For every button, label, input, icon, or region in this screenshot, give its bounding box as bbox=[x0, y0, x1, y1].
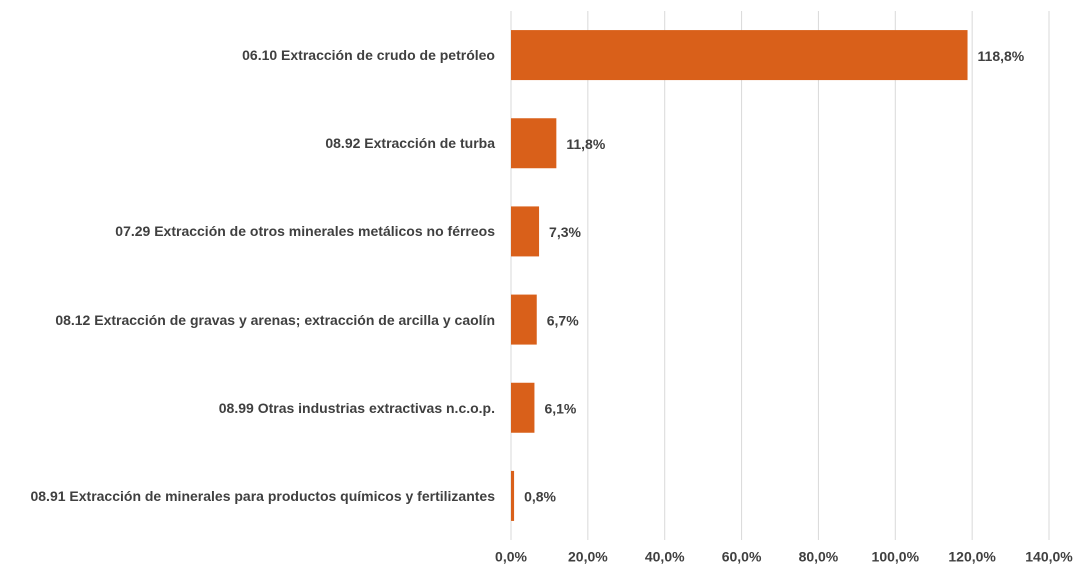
data-label: 6,1% bbox=[544, 400, 576, 416]
bar bbox=[511, 294, 537, 345]
category-label-box: 08.92 Extracción de turba bbox=[0, 133, 495, 153]
category-label-box: 07.29 Extracción de otros minerales metá… bbox=[0, 221, 495, 241]
x-tick-label: 80,0% bbox=[799, 549, 839, 565]
y-tick-label: 06.10 Extracción de crudo de petróleo bbox=[242, 47, 495, 64]
bar bbox=[511, 30, 968, 81]
data-label: 7,3% bbox=[549, 224, 581, 240]
category-label-box: 08.12 Extracción de gravas y arenas; ext… bbox=[0, 310, 495, 330]
bar bbox=[511, 470, 515, 521]
bar bbox=[511, 382, 535, 433]
data-label: 11,8% bbox=[566, 136, 605, 152]
y-tick-label: 07.29 Extracción de otros minerales metá… bbox=[115, 223, 495, 240]
data-label: 6,7% bbox=[547, 312, 579, 328]
category-label-box: 08.99 Otras industrias extractivas n.c.o… bbox=[0, 398, 495, 418]
x-tick-label: 60,0% bbox=[722, 549, 762, 565]
x-tick-label: 140,0% bbox=[1025, 549, 1073, 565]
data-label: 0,8% bbox=[524, 489, 556, 505]
bar bbox=[511, 118, 557, 169]
y-tick-label: 08.12 Extracción de gravas y arenas; ext… bbox=[55, 311, 495, 328]
y-tick-label: 08.99 Otras industrias extractivas n.c.o… bbox=[218, 399, 495, 416]
x-tick-label: 100,0% bbox=[872, 549, 920, 565]
x-tick-label: 40,0% bbox=[645, 549, 685, 565]
x-tick-label: 0,0% bbox=[495, 549, 527, 565]
data-label: 118,8% bbox=[978, 48, 1025, 64]
category-label-box: 06.10 Extracción de crudo de petróleo bbox=[0, 45, 495, 65]
x-tick-label: 20,0% bbox=[568, 549, 608, 565]
bar bbox=[511, 206, 540, 257]
y-tick-label: 08.91 Extracción de minerales para produ… bbox=[30, 487, 495, 504]
y-tick-label: 08.92 Extracción de turba bbox=[325, 135, 495, 152]
category-label-box: 08.91 Extracción de minerales para produ… bbox=[0, 486, 495, 506]
x-tick-label: 120,0% bbox=[948, 549, 996, 565]
